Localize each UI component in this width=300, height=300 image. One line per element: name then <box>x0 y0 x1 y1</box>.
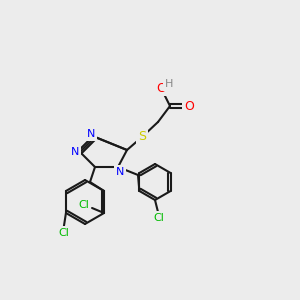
Text: H: H <box>165 79 173 89</box>
Text: Cl: Cl <box>154 213 164 223</box>
Text: S: S <box>138 130 146 143</box>
Text: Cl: Cl <box>79 200 89 210</box>
Text: Cl: Cl <box>58 228 69 238</box>
Text: N: N <box>71 147 79 157</box>
Text: O: O <box>184 100 194 112</box>
Text: O: O <box>156 82 166 94</box>
Text: N: N <box>116 167 124 177</box>
Text: N: N <box>87 129 95 139</box>
